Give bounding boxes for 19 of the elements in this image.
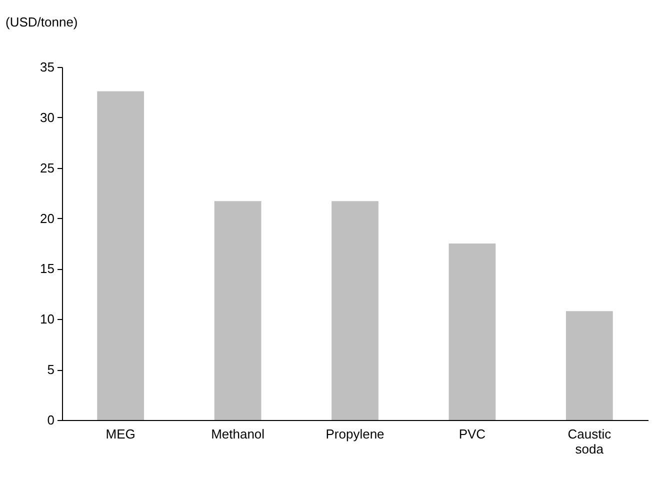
y-tick-label: 5 — [47, 362, 54, 378]
y-axis-title: (USD/tonne) — [6, 14, 78, 30]
y-tick-label: 10 — [40, 312, 54, 327]
y-tick-label: 0 — [47, 412, 54, 428]
bar — [332, 201, 378, 420]
y-tick-label: 15 — [40, 261, 54, 276]
x-tick-label: Propylene — [326, 426, 384, 442]
bar — [566, 311, 613, 420]
x-tick-label: Caustic soda — [568, 426, 612, 456]
y-tick-label: 25 — [40, 160, 54, 176]
y-tick-label: 30 — [40, 110, 54, 125]
y-tick-label: 35 — [40, 60, 54, 74]
bar — [448, 244, 496, 420]
x-tick-label: PVC — [458, 426, 486, 442]
bar — [214, 201, 262, 420]
y-tick-label: 20 — [40, 210, 54, 226]
x-tick-label: Methanol — [211, 426, 265, 442]
x-tick-label: MEG — [106, 426, 136, 442]
bar — [97, 91, 144, 420]
